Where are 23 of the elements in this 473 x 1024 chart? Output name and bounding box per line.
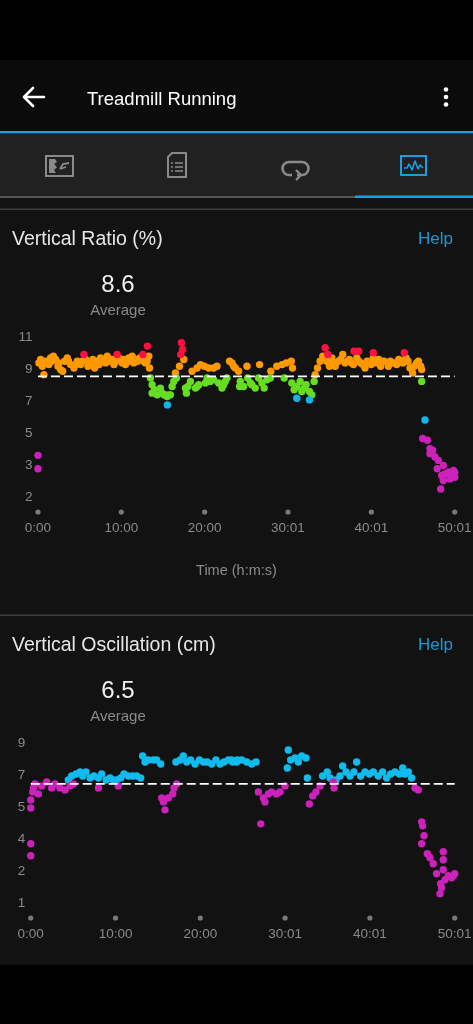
y-tick-label: 9 (17, 735, 26, 750)
x-tick-label: 0:00 (17, 926, 44, 941)
text: Help (418, 229, 453, 248)
y-tick-label: 1 (17, 894, 26, 910)
text: 8.6 (101, 270, 135, 297)
y-tick-label: 4 (17, 830, 26, 846)
y-tick-label: 7 (24, 392, 33, 408)
x-tick-label: 20:00 (183, 926, 218, 941)
y-tick-label: 9 (24, 360, 33, 376)
text: Average (90, 301, 146, 318)
y-tick-label: 11 (18, 329, 33, 344)
x-tick-label: 10:00 (98, 926, 133, 941)
y-tick-label: 7 (17, 766, 26, 782)
x-tick-label: 50:01 (437, 926, 472, 941)
y-tick-label: 5 (24, 424, 33, 440)
y-tick-label: 3 (24, 456, 33, 472)
text: Treadmill Running (87, 88, 237, 109)
chart-title: Vertical Ratio (%) (12, 227, 163, 249)
y-tick-label: 5 (17, 798, 26, 814)
x-tick-label: 40:01 (353, 926, 387, 941)
y-tick-label: 2 (24, 488, 33, 504)
y-tick-label: 2 (17, 862, 26, 878)
x-tick-label: 30:01 (268, 926, 303, 941)
